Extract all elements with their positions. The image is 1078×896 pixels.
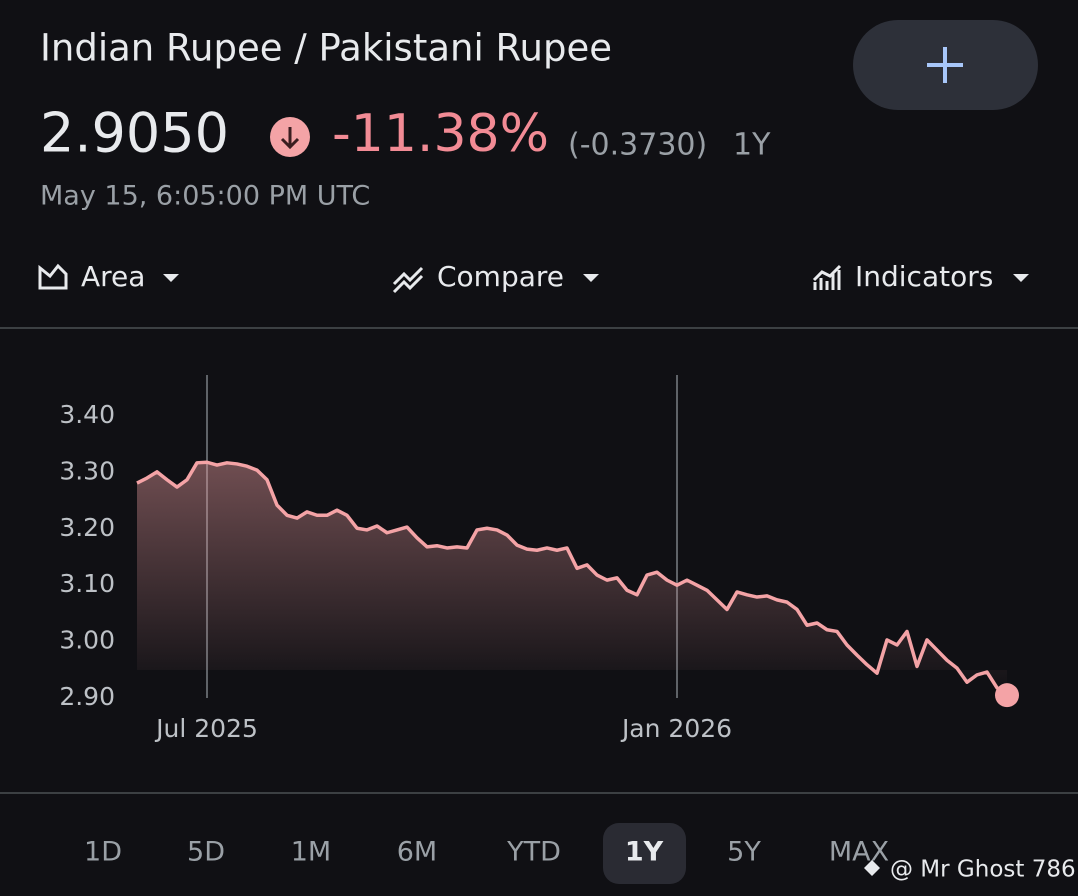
compare-icon [392, 266, 424, 294]
range-tab[interactable]: 1D [84, 837, 122, 868]
control-area[interactable]: Area [38, 260, 179, 293]
control-label: Area [81, 260, 145, 293]
end-dot [995, 683, 1019, 708]
x-tick-label: Jan 2026 [620, 714, 732, 743]
area-icon [38, 263, 68, 290]
range-tab[interactable]: MAX [829, 837, 889, 868]
area-fill [137, 462, 1007, 696]
range-tabs: 1D 5D 1M 6M YTD 1Y 5Y MAX [84, 837, 889, 868]
down-arrow [280, 127, 300, 150]
watermark: @ Mr Ghost 786 [890, 857, 1076, 883]
selected-range-bg [603, 823, 686, 884]
watermark-icon [864, 860, 880, 876]
timestamp: May 15, 6:05:00 PM UTC [40, 181, 370, 212]
price-line [136, 460, 1009, 697]
plus-icon [927, 47, 963, 83]
change-abs: (-0.3730) [568, 128, 707, 163]
dropdown-icon [163, 274, 179, 282]
dropdown-icon [1013, 274, 1029, 282]
range-tab[interactable]: 5Y [727, 837, 761, 868]
control-label: Compare [437, 260, 564, 293]
range-tab[interactable]: 6M [397, 837, 437, 868]
range-tab[interactable]: 1Y [625, 837, 664, 868]
y-tick-label: 3.40 [59, 400, 115, 429]
price: 2.9050 [40, 102, 229, 165]
y-tick-label: 3.20 [59, 513, 115, 542]
range-tab[interactable]: 5D [187, 837, 225, 868]
range-tab[interactable]: 1M [291, 837, 331, 868]
title: Indian Rupee / Pakistani Rupee [40, 27, 612, 70]
control-compare[interactable]: Compare [392, 260, 599, 294]
dropdown-icon [583, 274, 599, 282]
y-tick-label: 3.30 [59, 456, 115, 485]
indicators-icon [812, 264, 842, 290]
period: 1Y [733, 128, 771, 163]
control-indicators[interactable]: Indicators [812, 260, 1029, 293]
y-tick-label: 3.00 [59, 626, 115, 655]
change-percent: -11.38% [332, 104, 549, 164]
range-tab[interactable]: YTD [506, 837, 561, 868]
chart: 3.40 3.30 3.20 3.10 3.00 2.90 Jul 2025 Jan 2026 [59, 375, 1019, 743]
x-tick-label: Jul 2025 [154, 714, 258, 743]
y-tick-label: 2.90 [59, 682, 115, 711]
control-label: Indicators [855, 260, 993, 293]
y-tick-label: 3.10 [59, 569, 115, 598]
